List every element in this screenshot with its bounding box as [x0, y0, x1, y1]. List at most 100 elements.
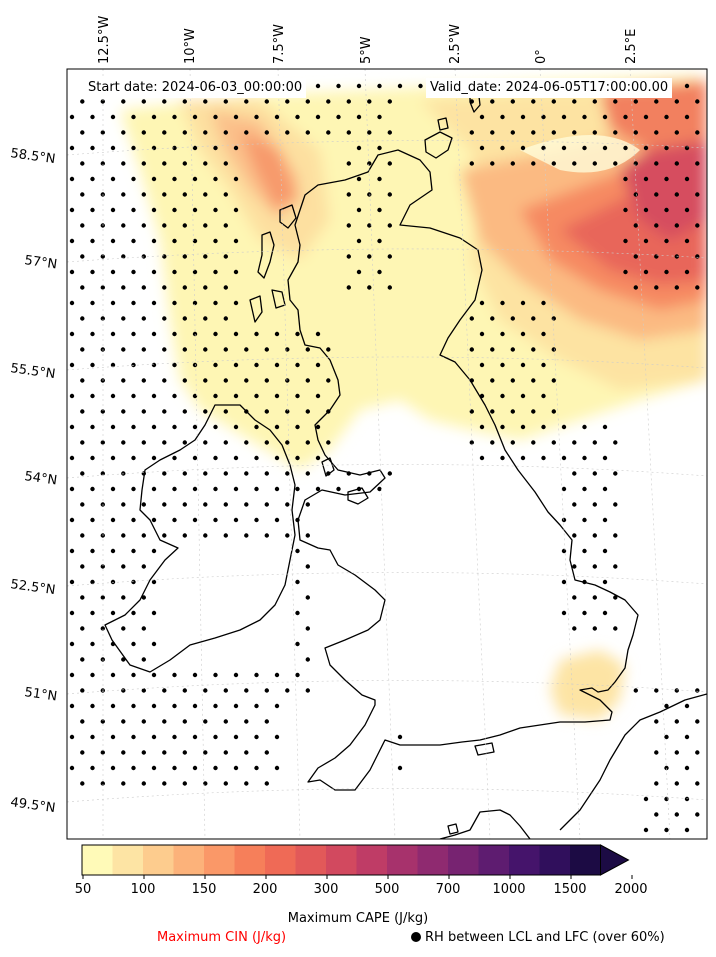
colorbar-segment — [417, 845, 449, 875]
rh-dot — [572, 130, 577, 135]
colorbar-segment — [173, 845, 205, 875]
rh-dot — [213, 300, 218, 306]
rh-dot — [295, 393, 300, 399]
rh-dot — [203, 750, 208, 755]
rh-dot — [479, 145, 485, 151]
rh-dot — [274, 734, 280, 740]
rh-dot — [695, 192, 700, 197]
rh-dot — [203, 440, 208, 445]
lat-label-57n: 57°N — [23, 253, 58, 272]
rh-dot — [151, 145, 157, 151]
rh-dot — [531, 161, 536, 166]
rh-dot — [654, 285, 659, 290]
rh-dot — [90, 114, 95, 120]
rh-dot — [336, 83, 341, 89]
rh-dot — [274, 765, 280, 771]
rh-dot — [264, 502, 269, 507]
rh-dot — [69, 703, 75, 709]
rh-dot — [305, 347, 310, 352]
rh-dot — [500, 300, 505, 306]
rh-dot — [162, 254, 167, 259]
rh-dot — [510, 161, 515, 166]
rh-dot — [285, 130, 290, 135]
rh-dot — [233, 114, 239, 120]
rh-dot — [223, 161, 228, 166]
rh-dot — [182, 192, 187, 197]
coastline-ireland — [104, 404, 296, 673]
rh-dot — [643, 827, 649, 833]
rh-dot — [602, 486, 608, 492]
rh-dot — [367, 161, 372, 166]
rh-dot — [80, 502, 85, 507]
rh-dot — [69, 486, 75, 492]
rh-dot — [274, 114, 280, 120]
coastline-hebrides — [249, 204, 297, 323]
rh-dot — [131, 424, 136, 430]
rh-dot — [490, 316, 495, 321]
rh-dot — [643, 145, 649, 151]
rh-dot — [684, 114, 690, 120]
rh-dot — [141, 316, 146, 321]
colorbar-segment — [326, 845, 357, 875]
rh-dot — [90, 176, 95, 182]
rh-dot — [162, 440, 167, 445]
rh-dot — [551, 378, 556, 383]
rh-dot — [397, 734, 403, 740]
rh-dot — [69, 734, 75, 740]
rh-dot — [141, 378, 146, 383]
rh-dot — [510, 99, 515, 104]
rh-dot — [121, 223, 126, 228]
rh-dot — [223, 750, 228, 755]
rh-dot — [192, 517, 198, 523]
rh-dot — [203, 130, 208, 135]
colorbar-segment — [234, 845, 266, 875]
rh-dot — [233, 269, 239, 275]
rh-dot — [643, 114, 649, 120]
rh-dot — [254, 114, 259, 120]
rh-dot — [100, 471, 106, 476]
rh-dot — [623, 176, 628, 182]
rh-dot — [541, 424, 546, 430]
rh-dot — [151, 579, 157, 585]
colorbar-extend-arrow — [600, 844, 630, 876]
rh-dot — [172, 672, 177, 678]
rh-dot — [110, 176, 116, 182]
rh-dot — [664, 827, 669, 833]
rh-dot — [274, 362, 280, 368]
rh-dot — [69, 548, 75, 554]
rh-dot — [110, 548, 116, 554]
rh-dot — [172, 765, 177, 771]
rh-dot — [203, 533, 208, 538]
rh-dot — [100, 595, 106, 600]
rh-dot — [531, 409, 536, 414]
rh-dot — [654, 688, 659, 693]
rh-dot — [346, 192, 351, 197]
rh-dot — [633, 223, 638, 228]
rh-stippling — [69, 83, 700, 833]
rh-dot — [90, 517, 95, 523]
rh-dot — [305, 130, 310, 135]
rh-dot — [121, 626, 126, 631]
rh-dot — [203, 161, 208, 166]
rh-dot — [69, 362, 75, 368]
rh-dot — [654, 99, 659, 104]
rh-dot — [223, 688, 228, 693]
rh-dot — [90, 486, 95, 492]
rh-dot — [264, 99, 269, 104]
rh-dot — [490, 378, 495, 383]
rh-dot — [121, 99, 126, 104]
colorbar-segment — [509, 845, 540, 875]
rh-dot — [141, 347, 146, 352]
rh-dot — [664, 703, 669, 709]
rh-dot — [264, 471, 269, 476]
rh-dot — [572, 440, 577, 445]
rh-dot — [121, 781, 126, 786]
rh-dot — [192, 703, 198, 709]
rh-dot — [192, 362, 198, 368]
rh-dot — [367, 285, 372, 290]
rh-dot — [695, 688, 700, 693]
rh-dot — [541, 331, 546, 337]
rh-dot — [223, 440, 228, 445]
rh-dot — [264, 440, 269, 445]
rh-dot — [80, 192, 85, 197]
